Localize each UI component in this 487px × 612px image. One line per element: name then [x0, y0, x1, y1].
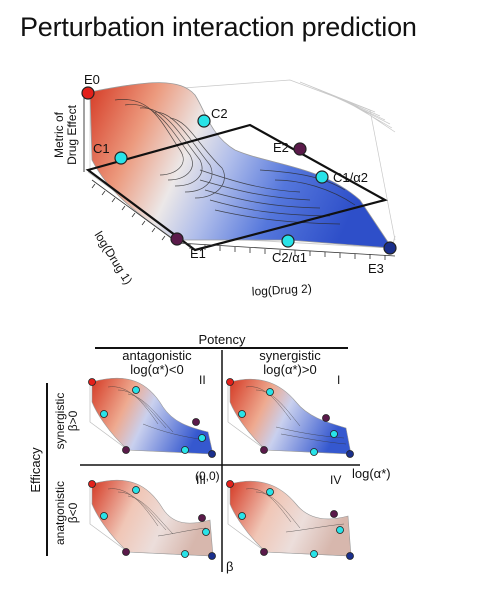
- mini-plot-I: [226, 378, 354, 458]
- contour-lines: [114, 99, 356, 225]
- label-E1: E1: [190, 246, 206, 261]
- origin-label: (0,0): [195, 469, 220, 483]
- y-axis-label: log(Drug 2): [251, 281, 312, 298]
- label-C2-a1: C2/α1: [272, 250, 307, 265]
- x-axis-alpha-label: log(α*): [352, 466, 391, 481]
- cutting-plane: [85, 123, 388, 252]
- label-C2: C2: [211, 106, 228, 121]
- quadrant-I-label: I: [337, 373, 340, 387]
- label-E0: E0: [84, 72, 100, 87]
- top-antagonistic-line1: antagonistic: [122, 348, 192, 363]
- left-antagonistic-line1: anatgonistic: [53, 481, 67, 545]
- point-E0: [81, 86, 95, 100]
- axis-ticks: [91, 179, 396, 260]
- left-synergistic-line2: β>0: [66, 410, 80, 431]
- quadrant-diagram: Potency antagonistic log(α*)<0 synergist…: [28, 332, 391, 574]
- page-title: Perturbation interaction prediction: [20, 12, 417, 42]
- label-E2: E2: [273, 140, 289, 155]
- point-E2: [293, 142, 307, 156]
- label-C1: C1: [93, 141, 110, 156]
- quadrant-II-label: II: [199, 373, 206, 387]
- x-axis-label: log(Drug 1): [92, 229, 136, 287]
- efficacy-label: Efficacy: [28, 447, 43, 493]
- top-antagonistic-line2: log(α*)<0: [130, 362, 183, 377]
- quadrant-III-label: III: [196, 473, 206, 487]
- main-surface-plot: E0 C1 C2 E2 C1/α2 E1 C2/α1 E3 Metric of …: [52, 72, 397, 299]
- z-axis-label-line1: Metric of: [52, 111, 66, 158]
- effect-surface: [89, 82, 393, 249]
- mini-plot-IV: [226, 480, 354, 560]
- point-C2: [197, 114, 211, 128]
- mini-plot-II: [88, 377, 216, 458]
- point-E1: [170, 232, 184, 246]
- quadrant-IV-label: IV: [330, 473, 341, 487]
- left-antagonistic-line2: β<0: [66, 502, 80, 523]
- point-C2-a1: [281, 234, 295, 248]
- point-C1: [114, 151, 128, 165]
- point-C1-a2: [315, 170, 329, 184]
- left-synergistic-line1: synergistic: [53, 393, 67, 450]
- label-C1-a2: C1/α2: [333, 170, 368, 185]
- surface-points: [81, 86, 397, 255]
- mini-plot-III: [88, 479, 216, 560]
- y-axis-beta-label: β: [226, 559, 233, 574]
- potency-label: Potency: [199, 332, 246, 347]
- top-synergistic-line1: synergistic: [259, 348, 321, 363]
- point-E3: [383, 241, 397, 255]
- label-E3: E3: [368, 261, 384, 276]
- top-synergistic-line2: log(α*)>0: [263, 362, 316, 377]
- z-axis-label-line2: Drug Effect: [65, 104, 79, 164]
